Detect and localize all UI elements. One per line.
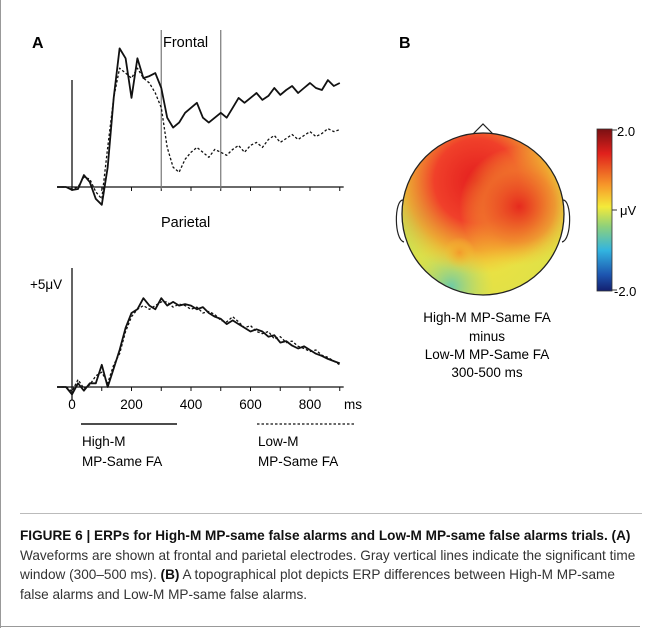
frontal-high-m-waveform: [57, 47, 341, 206]
topo-caption: High-M MP-Same FA minus Low-M MP-Same FA…: [423, 310, 551, 380]
legend-dashed-line1: Low-M: [258, 434, 299, 449]
x-tick-label: 0: [68, 397, 76, 412]
parietal-plot: Parietal +5μV: [30, 215, 344, 400]
topo-caption-line1: High-M MP-Same FA: [423, 310, 551, 325]
topo-caption-line3: Low-M MP-Same FA: [425, 347, 550, 362]
x-tick-label: 800: [299, 397, 322, 412]
topo-caption-line4: 300-500 ms: [451, 365, 523, 380]
x-axis-ticks: 0 200 400 600 800: [68, 397, 321, 412]
x-tick-label: 600: [239, 397, 262, 412]
legend-dashed-line2: MP-Same FA: [258, 454, 338, 469]
topographic-map: [395, 123, 571, 296]
scale-bar-label: +5μV: [30, 277, 62, 292]
colorbar-max: 2.0: [617, 124, 635, 139]
caption-part-a-text: Waveforms are shown at frontal and parie…: [20, 547, 636, 583]
panel-b-label: B: [399, 35, 411, 52]
caption-rule: [20, 513, 642, 514]
frontal-plot: Frontal: [57, 30, 344, 206]
parietal-low-m-waveform: [57, 301, 341, 393]
topo-caption-line2: minus: [469, 329, 505, 344]
figure-frame-bottom: [0, 626, 640, 627]
parietal-high-m-waveform: [57, 297, 341, 396]
x-tick-label: 200: [120, 397, 143, 412]
legend: High-M MP-Same FA Low-M MP-Same FA: [81, 423, 356, 469]
colorbar-unit: μV: [620, 203, 636, 218]
colorbar-min: -2.0: [614, 284, 636, 299]
figure-6: A Frontal Parietal +5μV 0 200 400 600 800 ms…: [30, 30, 636, 469]
colorbar-gradient: [596, 128, 613, 292]
colorbar: 2.0 μV -2.0: [596, 124, 636, 299]
caption-part-b-label: (B): [160, 567, 180, 582]
figure-frame-left: [0, 0, 1, 628]
frontal-label: Frontal: [163, 35, 208, 51]
caption-figure-label: FIGURE 6 | ERPs for High-M MP-same false…: [20, 528, 608, 543]
panel-a-label: A: [32, 35, 44, 52]
legend-solid-line2: MP-Same FA: [82, 454, 162, 469]
frontal-low-m-waveform: [57, 67, 341, 200]
caption-part-a-label: (A): [611, 528, 631, 543]
caption-part-b-text: A topographical plot depicts ERP differe…: [20, 567, 615, 602]
head-outline: [401, 132, 565, 296]
x-tick-label: 400: [180, 397, 203, 412]
x-axis-unit: ms: [344, 397, 362, 412]
figure-caption: FIGURE 6 | ERPs for High-M MP-same false…: [20, 526, 645, 604]
parietal-label: Parietal: [161, 215, 210, 231]
legend-solid-line1: High-M: [82, 434, 126, 449]
